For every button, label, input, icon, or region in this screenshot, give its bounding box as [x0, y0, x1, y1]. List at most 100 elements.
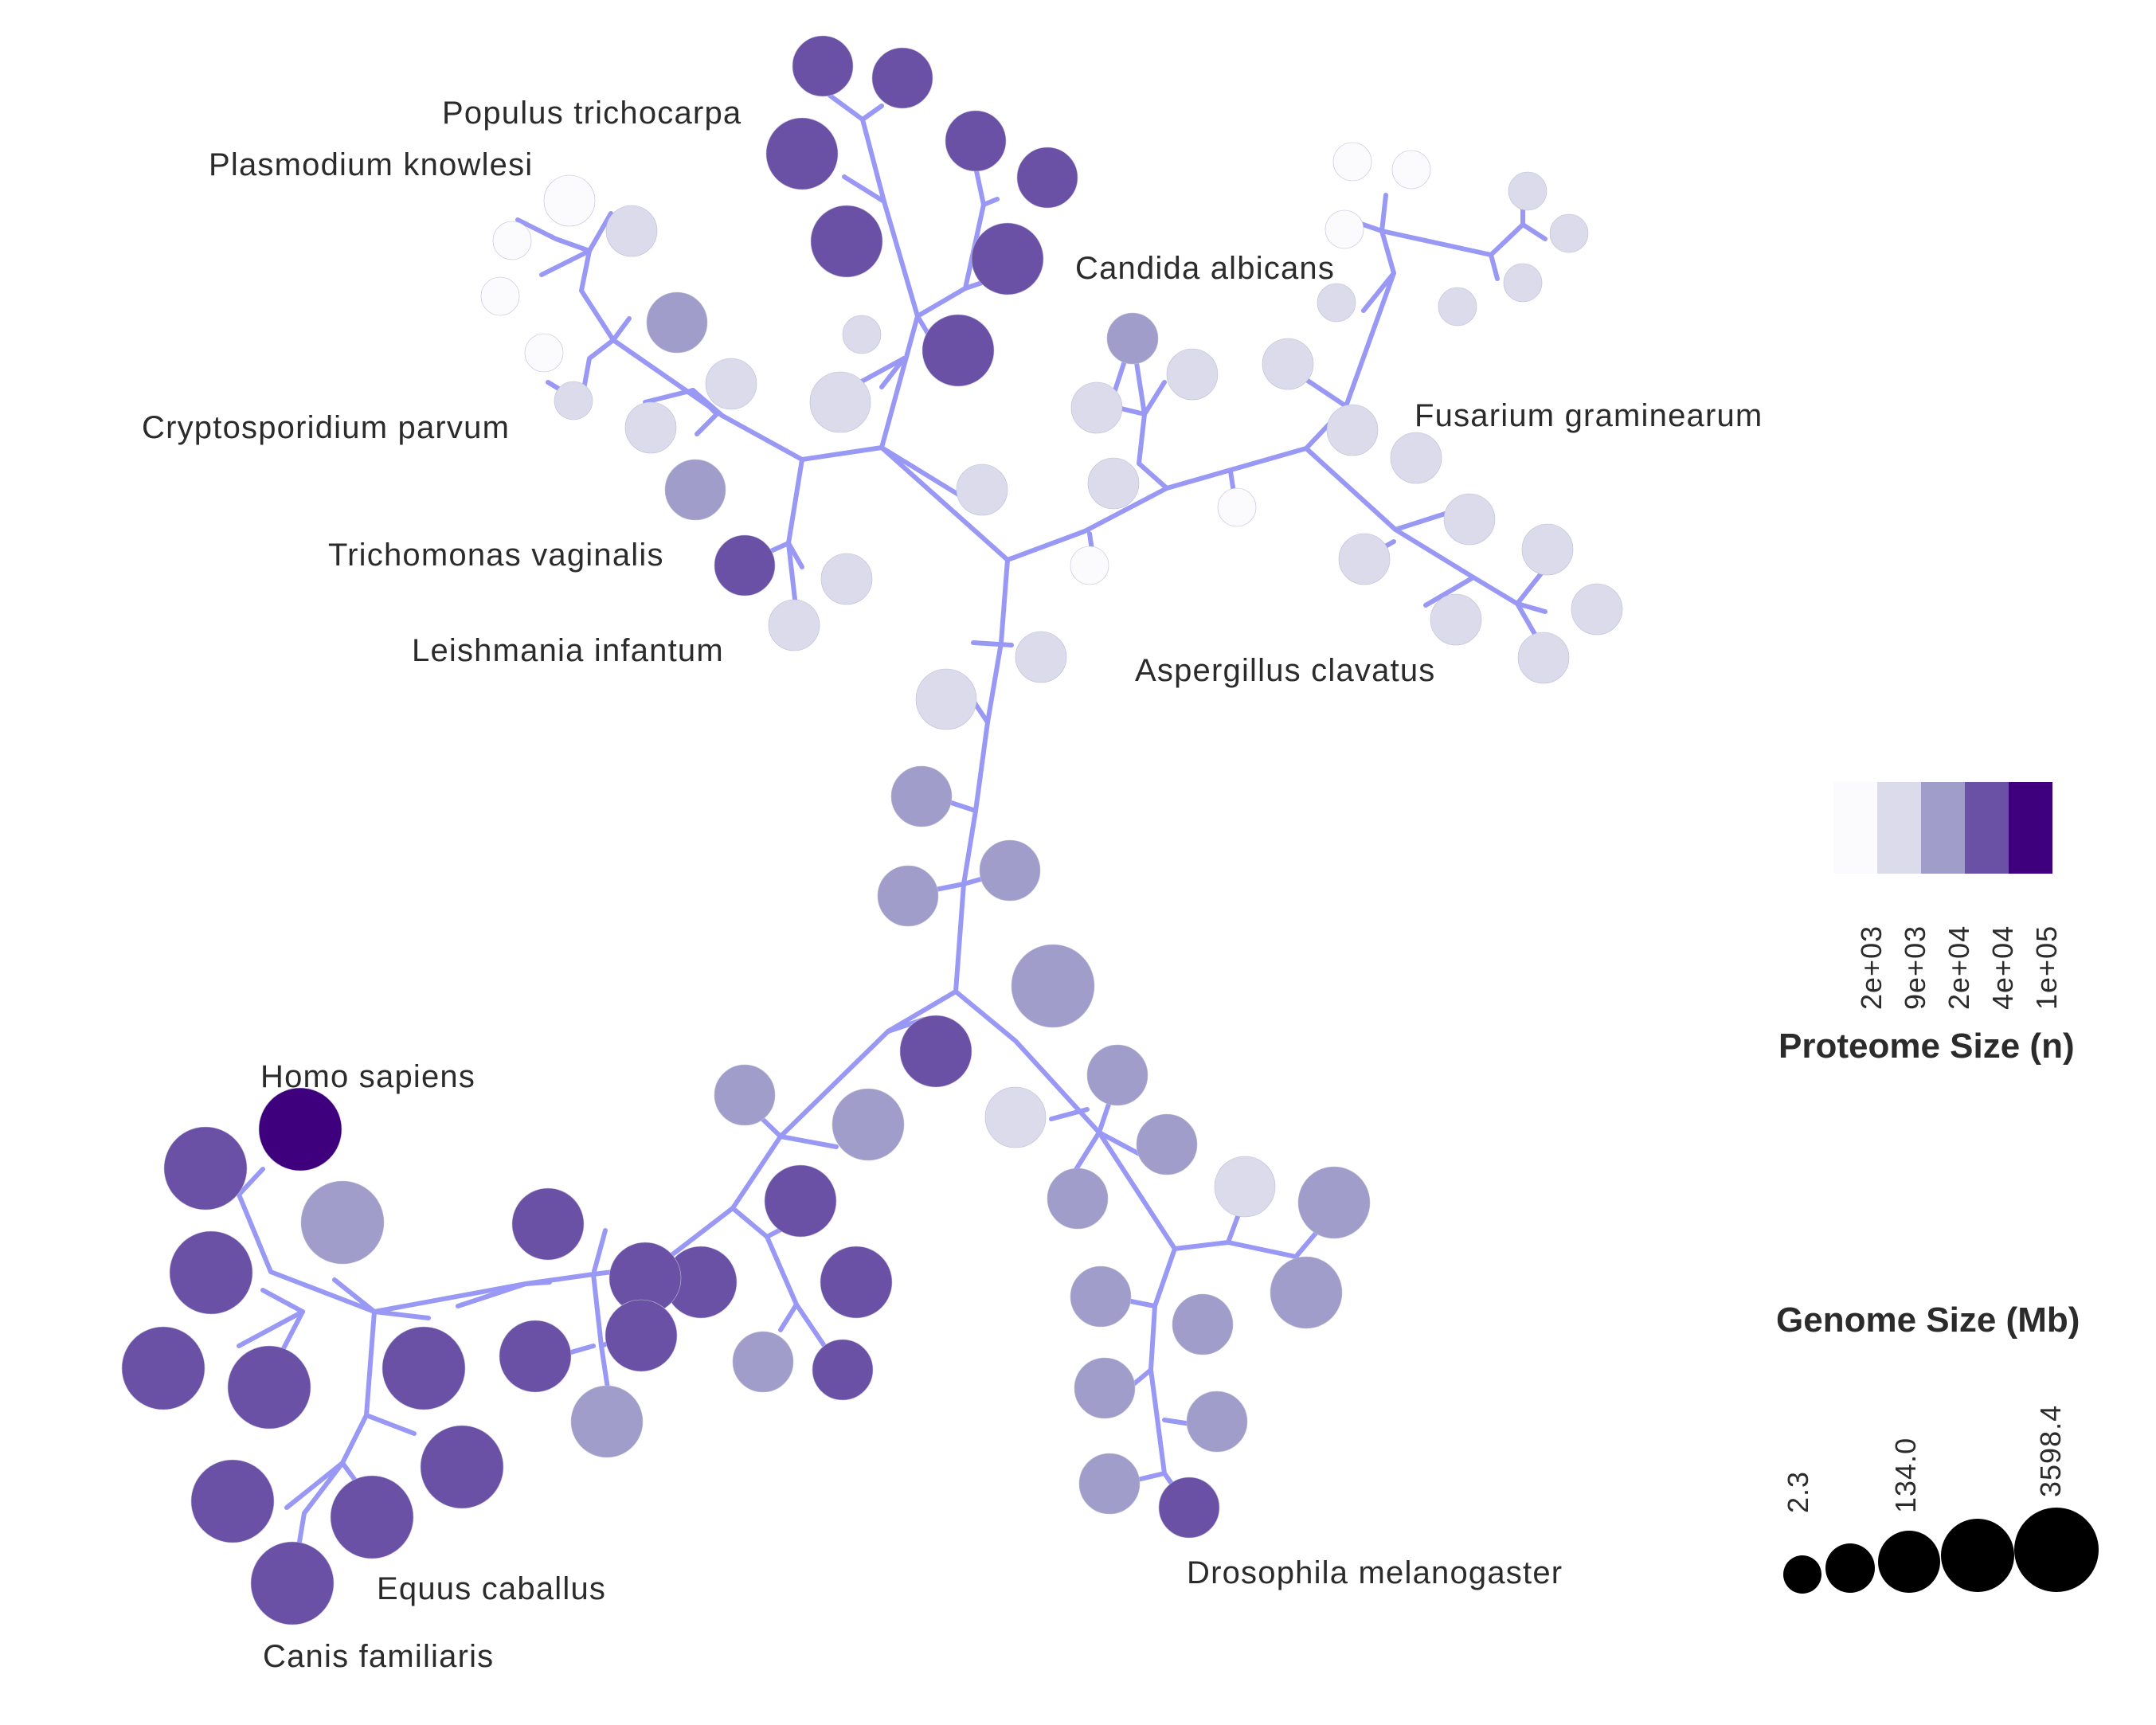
species-node	[899, 1015, 972, 1088]
species-node	[300, 1180, 385, 1265]
species-node	[382, 1326, 466, 1410]
species-node	[480, 276, 520, 316]
proteome-tick-4: 1e+05	[2030, 925, 2063, 1010]
species-node	[1390, 432, 1442, 484]
species-node	[570, 1385, 644, 1458]
proteome-tick-2: 2e+04	[1943, 925, 1975, 1010]
species-node	[1549, 213, 1589, 253]
species-node	[714, 1064, 776, 1126]
species-node	[250, 1541, 335, 1625]
tree-branch	[372, 1309, 431, 1320]
species-node	[809, 371, 871, 433]
species-node	[842, 315, 882, 354]
tree-branch	[284, 1461, 345, 1510]
species-node	[420, 1425, 504, 1509]
species-node	[169, 1230, 253, 1315]
species-node	[810, 205, 883, 278]
species-node	[1074, 1357, 1136, 1419]
species-node	[1070, 1265, 1132, 1328]
species-node	[499, 1320, 572, 1393]
tree-branch	[860, 117, 886, 204]
tree-branch	[879, 445, 1010, 562]
tree-branch	[1049, 1107, 1090, 1121]
species-node	[1172, 1293, 1234, 1355]
tree-branch	[1489, 252, 1500, 281]
species-node	[524, 333, 564, 373]
tree-branch	[953, 989, 1298, 1259]
tree-branch	[260, 1288, 305, 1314]
species-node	[1217, 487, 1257, 527]
species-node	[511, 1187, 585, 1261]
species-node	[1332, 142, 1372, 182]
species-node	[121, 1326, 205, 1410]
tree-branch	[643, 388, 695, 405]
tree-branch	[858, 356, 906, 385]
tree-branch	[981, 197, 1000, 207]
species-node	[1430, 593, 1482, 646]
tree-branch	[1137, 412, 1169, 491]
species-node	[624, 401, 677, 454]
species-node	[945, 110, 1007, 172]
tree-branch	[1293, 1228, 1321, 1259]
tree-branch	[786, 457, 804, 546]
species-node	[227, 1345, 311, 1430]
label-drosophila-melanogaster: Drosophila melanogaster	[1187, 1555, 1563, 1590]
species-node	[971, 222, 1044, 295]
tree-branch	[879, 445, 962, 498]
tree-branch	[1005, 486, 1169, 562]
species-labels: Populus trichocarpa Plasmodium knowlesi …	[142, 96, 1763, 1674]
label-fusarium-graminearum: Fusarium graminearum	[1415, 398, 1763, 433]
species-node	[1325, 209, 1364, 249]
tree-branch	[456, 1281, 528, 1308]
label-trichomonas-vaginalis: Trichomonas vaginalis	[328, 538, 664, 573]
species-node	[1016, 147, 1078, 209]
label-plasmodium-knowlesi: Plasmodium knowlesi	[209, 147, 533, 182]
tree-branch	[1164, 446, 1309, 491]
species-node	[768, 599, 820, 651]
species-node	[820, 553, 873, 605]
species-node	[1186, 1391, 1248, 1453]
proteome-legend: 2e+03 9e+03 2e+04 4e+04 1e+05 Proteome S…	[1778, 782, 2075, 1066]
species-node	[605, 205, 658, 257]
label-candida-albicans: Candida albicans	[1075, 251, 1335, 286]
species-node	[1262, 338, 1314, 390]
genome-size-circle-4	[1941, 1519, 2014, 1592]
label-equus-caballus: Equus caballus	[377, 1571, 606, 1606]
species-node	[705, 358, 757, 410]
species-node	[831, 1088, 905, 1161]
species-node	[956, 464, 1008, 516]
species-node	[979, 839, 1041, 902]
proteome-tick-0: 2e+03	[1855, 925, 1888, 1010]
species-node	[1086, 1044, 1148, 1106]
species-node	[1158, 1477, 1220, 1539]
species-node	[714, 534, 776, 597]
genome-size-circle-1	[1783, 1555, 1821, 1594]
genome-legend: Genome Size (Mb) 2.3 134.0 3598.4	[1776, 1301, 2099, 1594]
species-node	[163, 1126, 248, 1211]
label-leishmania-infantum: Leishmania infantum	[412, 633, 724, 668]
species-node	[1508, 171, 1548, 211]
label-cryptosporidium-parvum: Cryptosporidium parvum	[142, 410, 510, 445]
tree-branch	[1148, 1246, 1189, 1508]
tree-branch	[587, 211, 613, 253]
tree-branch	[730, 1206, 840, 1368]
proteome-color-swatch	[1965, 782, 2009, 874]
species-node	[915, 668, 977, 730]
species-node	[664, 459, 726, 521]
species-node	[1517, 632, 1570, 684]
tree-branch	[591, 1228, 608, 1277]
species-node	[258, 1087, 342, 1172]
tree-branch	[882, 199, 920, 319]
species-node	[1166, 348, 1219, 401]
tree-branch	[879, 356, 906, 389]
tree-branch	[611, 316, 632, 342]
tree-branch	[1073, 1130, 1101, 1173]
proteome-tick-3: 4e+04	[1986, 925, 2019, 1010]
tree-branch	[364, 1413, 417, 1436]
label-aspergillus-clavatus: Aspergillus clavatus	[1135, 653, 1436, 688]
species-node	[492, 221, 532, 260]
species-node	[1317, 283, 1356, 323]
tree-branch	[1515, 601, 1548, 614]
species-node	[1070, 381, 1123, 434]
